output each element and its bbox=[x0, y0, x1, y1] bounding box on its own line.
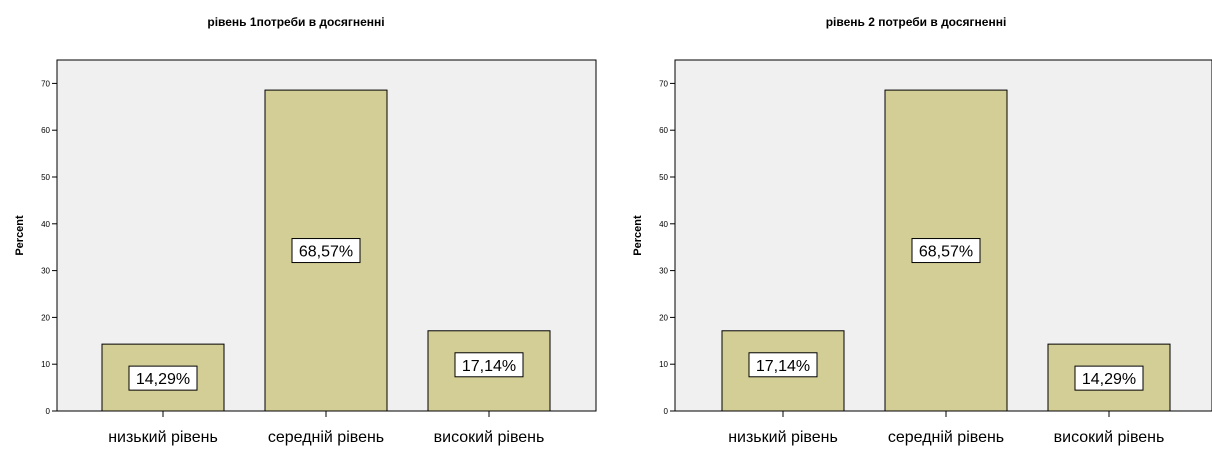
data-label-box bbox=[748, 352, 818, 378]
y-tick-label: 20 bbox=[659, 313, 668, 322]
y-tick-label: 30 bbox=[659, 267, 668, 276]
y-tick-label: 50 bbox=[41, 173, 50, 182]
y-tick-label: 60 bbox=[659, 126, 668, 135]
data-label: 14,29% bbox=[136, 371, 190, 388]
chart-2: рівень 2 потреби в досягненні Percent 0 10 2… bbox=[632, 15, 1212, 446]
data-label: 68,57% bbox=[919, 244, 973, 261]
y-tick-label: 0 bbox=[664, 407, 669, 416]
data-label: 14,29% bbox=[1082, 371, 1136, 388]
y-axis-label: Percent bbox=[14, 215, 26, 256]
x-tick-label: низький рівень bbox=[728, 429, 838, 446]
y-tick-label: 60 bbox=[41, 126, 50, 135]
x-tick-label: високий рівень bbox=[434, 429, 545, 446]
y-tick-label: 30 bbox=[41, 267, 50, 276]
chart-1: рівень 1потреби в досягненні Percent 0 10 20… bbox=[14, 15, 597, 446]
x-tick-label: високий рівень bbox=[1054, 429, 1165, 446]
chart-title: рівень 1потреби в досягненні bbox=[207, 15, 384, 29]
y-tick-label: 20 bbox=[41, 313, 50, 322]
y-tick-label: 40 bbox=[41, 220, 50, 229]
chart-title: рівень 2 потреби в досягненні bbox=[826, 15, 1007, 29]
y-tick-label: 70 bbox=[659, 79, 668, 88]
y-tick-label: 0 bbox=[46, 407, 51, 416]
x-tick-label: середній рівень bbox=[268, 429, 384, 446]
y-tick-label: 40 bbox=[659, 220, 668, 229]
data-label: 17,14% bbox=[462, 358, 516, 375]
y-tick-label: 70 bbox=[41, 79, 50, 88]
data-label-box bbox=[291, 238, 361, 264]
y-tick-label: 50 bbox=[659, 173, 668, 182]
x-tick-label: середній рівень bbox=[888, 429, 1004, 446]
data-label: 68,57% bbox=[299, 244, 353, 261]
data-label: 17,14% bbox=[756, 358, 810, 375]
x-tick-label: низький рівень bbox=[108, 429, 218, 446]
y-tick-label: 10 bbox=[659, 360, 668, 369]
data-label-box bbox=[128, 365, 198, 391]
data-label-box bbox=[1074, 365, 1144, 391]
y-axis-label: Percent bbox=[632, 215, 644, 256]
y-tick-label: 10 bbox=[41, 360, 50, 369]
data-label-box bbox=[454, 352, 524, 378]
data-label-box bbox=[911, 238, 981, 264]
